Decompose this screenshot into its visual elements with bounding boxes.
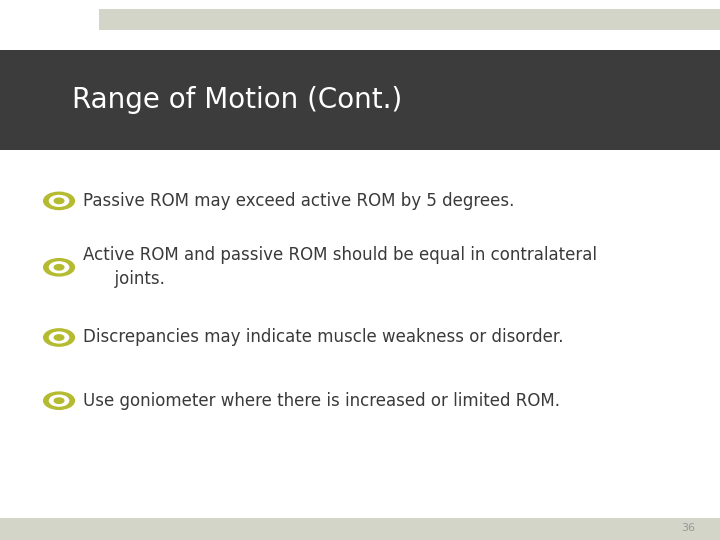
Ellipse shape [44, 192, 74, 210]
Ellipse shape [50, 195, 68, 206]
Text: 36: 36 [681, 523, 695, 533]
Ellipse shape [54, 265, 64, 270]
Ellipse shape [50, 262, 68, 273]
Text: Range of Motion (Cont.): Range of Motion (Cont.) [72, 86, 402, 114]
Ellipse shape [50, 332, 68, 343]
Ellipse shape [50, 395, 68, 406]
Ellipse shape [54, 335, 64, 340]
Bar [0, 518, 720, 540]
Text: Discrepancies may indicate muscle weakness or disorder.: Discrepancies may indicate muscle weakne… [83, 328, 563, 347]
Bar [99, 9, 720, 30]
Ellipse shape [44, 259, 74, 276]
Ellipse shape [54, 198, 64, 204]
Text: Passive ROM may exceed active ROM by 5 degrees.: Passive ROM may exceed active ROM by 5 d… [83, 192, 514, 210]
Text: Use goniometer where there is increased or limited ROM.: Use goniometer where there is increased … [83, 392, 560, 410]
Ellipse shape [44, 392, 74, 409]
Text: Active ROM and passive ROM should be equal in contralateral
      joints.: Active ROM and passive ROM should be equ… [83, 246, 597, 288]
Ellipse shape [54, 398, 64, 403]
Ellipse shape [44, 329, 74, 346]
Bar [0, 50, 720, 150]
